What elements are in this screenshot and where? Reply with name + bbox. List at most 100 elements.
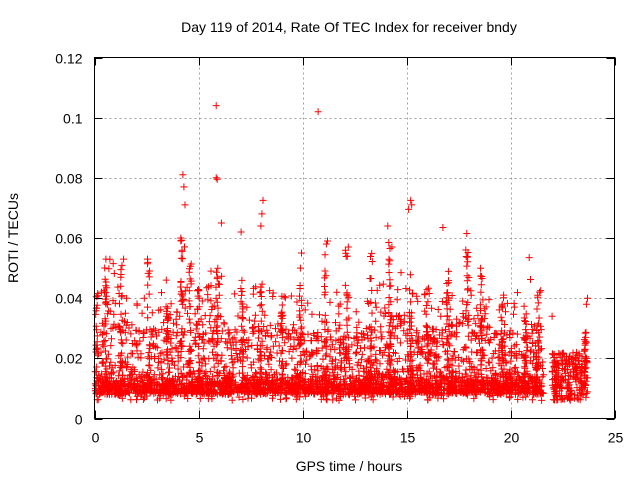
data-point — [555, 362, 562, 370]
data-point — [179, 374, 186, 381]
data-point — [144, 255, 151, 263]
data-point — [316, 311, 323, 319]
data-point — [386, 352, 393, 360]
x-tick-label: 5 — [196, 430, 204, 446]
x-tick-label: 15 — [400, 430, 416, 446]
data-point — [582, 300, 590, 308]
data-point — [257, 288, 265, 296]
data-point — [179, 255, 187, 263]
data-point — [332, 356, 340, 364]
data-point — [565, 360, 573, 368]
data-point — [513, 369, 521, 376]
data-point — [582, 328, 590, 336]
data-point — [484, 390, 492, 398]
data-point — [431, 338, 439, 345]
data-point — [386, 257, 394, 265]
data-point — [269, 289, 277, 297]
data-point — [297, 339, 305, 347]
data-point — [368, 258, 376, 265]
data-point — [102, 255, 110, 263]
data-point — [368, 249, 376, 257]
data-point — [151, 326, 159, 334]
data-point — [280, 365, 287, 372]
data-point — [437, 312, 445, 320]
data-point — [178, 288, 185, 296]
data-point — [495, 353, 503, 361]
data-point — [204, 395, 212, 403]
data-point — [533, 305, 541, 313]
data-point — [266, 385, 274, 392]
data-point — [146, 355, 153, 363]
data-point — [574, 394, 582, 402]
data-point — [576, 386, 584, 394]
data-point — [328, 390, 336, 398]
data-point — [387, 343, 395, 350]
data-point — [298, 323, 306, 331]
data-point — [344, 243, 352, 251]
chart-title: Day 119 of 2014, Rate Of TEC Index for r… — [181, 19, 517, 35]
data-point — [141, 382, 149, 390]
data-point — [298, 249, 305, 257]
data-point — [407, 384, 415, 392]
data-point — [511, 389, 519, 397]
data-point — [497, 344, 505, 352]
data-point — [321, 318, 329, 326]
data-point — [510, 299, 518, 307]
data-point — [267, 366, 275, 374]
data-point — [102, 347, 109, 355]
data-point — [335, 325, 343, 333]
data-point — [341, 281, 349, 289]
data-point — [200, 339, 208, 347]
data-point — [158, 376, 166, 384]
data-point — [234, 354, 241, 362]
data-point — [561, 376, 569, 384]
data-point — [238, 337, 246, 345]
data-point — [385, 359, 393, 367]
data-point — [251, 317, 259, 325]
data-point — [367, 359, 375, 367]
data-point — [139, 396, 147, 403]
data-point — [353, 387, 361, 395]
data-point — [367, 323, 375, 331]
data-point — [368, 328, 376, 336]
data-point — [283, 394, 290, 402]
data-point — [162, 395, 170, 403]
data-point — [239, 376, 246, 384]
data-point — [229, 387, 237, 395]
data-point — [144, 314, 152, 322]
data-point — [264, 355, 272, 362]
x-tick-label: 10 — [296, 430, 312, 446]
data-point — [137, 354, 145, 362]
data-point — [485, 358, 493, 366]
data-point — [424, 355, 432, 363]
data-point — [447, 331, 455, 339]
data-point — [177, 297, 185, 305]
data-point — [133, 396, 140, 404]
data-point — [232, 338, 240, 346]
data-point — [436, 368, 444, 376]
data-point — [444, 356, 452, 364]
data-point — [379, 383, 387, 391]
data-point — [355, 318, 363, 326]
data-point — [92, 322, 100, 330]
data-point — [307, 362, 315, 370]
data-point — [229, 370, 237, 378]
data-point — [381, 304, 389, 312]
data-point — [548, 350, 556, 358]
data-point — [497, 361, 505, 369]
data-point — [373, 365, 381, 373]
data-point — [385, 309, 393, 316]
data-point — [273, 376, 281, 384]
data-point — [462, 366, 470, 374]
data-point — [232, 380, 240, 388]
data-point — [130, 380, 138, 388]
data-point — [117, 351, 125, 359]
data-point — [372, 333, 380, 341]
data-point — [162, 303, 170, 311]
data-point — [177, 381, 185, 388]
data-point — [482, 365, 490, 372]
data-point — [107, 358, 115, 366]
data-point — [117, 377, 125, 385]
data-point — [363, 358, 371, 366]
data-point — [114, 322, 122, 330]
